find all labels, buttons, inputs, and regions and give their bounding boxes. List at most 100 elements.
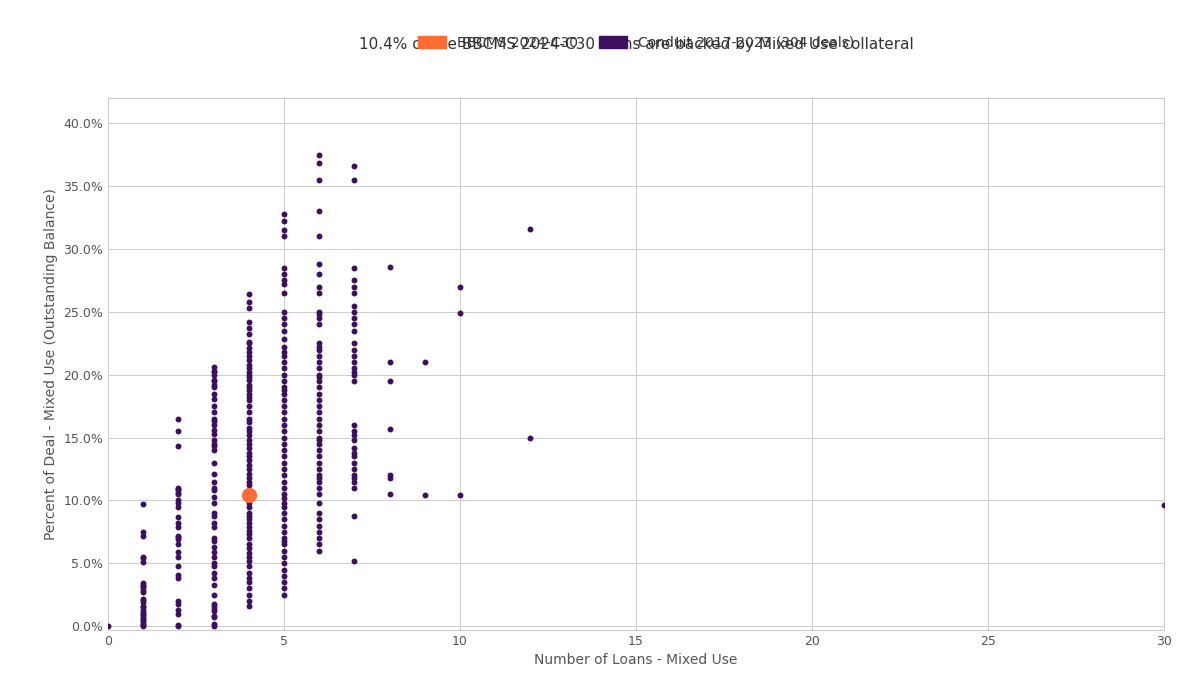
Point <box>204 468 223 480</box>
Point <box>344 476 364 487</box>
Point <box>169 531 188 542</box>
Point <box>169 530 188 541</box>
Point <box>133 579 152 590</box>
Point <box>239 438 258 449</box>
Point <box>204 612 223 623</box>
Point <box>239 346 258 358</box>
Point <box>344 442 364 453</box>
Point <box>169 489 188 500</box>
Point <box>310 388 329 399</box>
Point <box>275 413 294 424</box>
Point <box>380 261 400 272</box>
Point <box>275 552 294 563</box>
Point <box>344 463 364 475</box>
Point <box>239 468 258 480</box>
Point <box>310 520 329 531</box>
Point <box>204 541 223 552</box>
Point <box>204 510 223 522</box>
Point <box>450 281 469 293</box>
Point <box>169 608 188 620</box>
Point <box>204 547 223 558</box>
Point <box>310 533 329 544</box>
Point <box>310 149 329 160</box>
Point <box>380 424 400 435</box>
Point <box>239 514 258 525</box>
Point <box>275 444 294 456</box>
Point <box>239 498 258 509</box>
Point <box>204 485 223 496</box>
Point <box>310 457 329 468</box>
Point <box>239 430 258 441</box>
Point <box>204 375 223 386</box>
Point <box>521 432 540 443</box>
Point <box>275 498 294 509</box>
Point <box>169 560 188 571</box>
Point <box>133 556 152 568</box>
Point <box>380 470 400 481</box>
Point <box>204 407 223 418</box>
Point <box>275 514 294 525</box>
Point <box>204 393 223 404</box>
Point <box>204 374 223 385</box>
Point <box>239 539 258 550</box>
Point <box>204 388 223 399</box>
Point <box>275 384 294 395</box>
Point <box>204 419 223 430</box>
Point <box>275 476 294 487</box>
Point <box>169 498 188 509</box>
Point <box>239 384 258 395</box>
Point <box>239 426 258 437</box>
Title: 10.4% of the BBCMS 2024-C30 loans are backed by Mixed Use collateral: 10.4% of the BBCMS 2024-C30 loans are ba… <box>359 37 913 52</box>
Point <box>204 361 223 372</box>
Point <box>239 302 258 314</box>
Point <box>204 579 223 590</box>
Point <box>310 435 329 446</box>
Point <box>133 607 152 618</box>
Point <box>310 158 329 169</box>
Point <box>275 470 294 481</box>
Point <box>169 573 188 584</box>
Point <box>380 489 400 500</box>
Point <box>275 583 294 594</box>
Point <box>204 413 223 424</box>
Point <box>204 522 223 533</box>
Point <box>275 225 294 236</box>
Point <box>310 476 329 487</box>
Point <box>239 495 258 506</box>
Point <box>275 363 294 374</box>
Point <box>310 350 329 361</box>
Point <box>310 413 329 424</box>
Point <box>204 552 223 563</box>
Point <box>204 498 223 509</box>
Point <box>415 356 434 368</box>
Point <box>239 392 258 403</box>
Point <box>310 269 329 280</box>
Point <box>169 621 188 632</box>
Point <box>310 174 329 186</box>
Legend: BBCMS 2024-C30, Conduit 2017-2023 (304 deals): BBCMS 2024-C30, Conduit 2017-2023 (304 d… <box>418 36 854 50</box>
Point <box>310 318 329 330</box>
Point <box>275 438 294 449</box>
Point <box>239 555 258 566</box>
Point <box>310 312 329 323</box>
Point <box>415 490 434 501</box>
Point <box>310 372 329 383</box>
Point <box>204 441 223 452</box>
Point <box>133 601 152 612</box>
Y-axis label: Percent of Deal - Mixed Use (Outstanding Balance): Percent of Deal - Mixed Use (Outstanding… <box>43 188 58 540</box>
Point <box>239 522 258 533</box>
Point <box>275 262 294 274</box>
Point <box>239 367 258 378</box>
Point <box>239 422 258 433</box>
Point <box>133 530 152 541</box>
Point <box>310 426 329 437</box>
Point <box>239 528 258 540</box>
Point <box>239 589 258 601</box>
Point <box>310 451 329 462</box>
Point <box>344 287 364 298</box>
Point <box>204 379 223 391</box>
Point <box>169 495 188 506</box>
Point <box>275 342 294 353</box>
Point <box>310 545 329 557</box>
Point <box>275 526 294 538</box>
